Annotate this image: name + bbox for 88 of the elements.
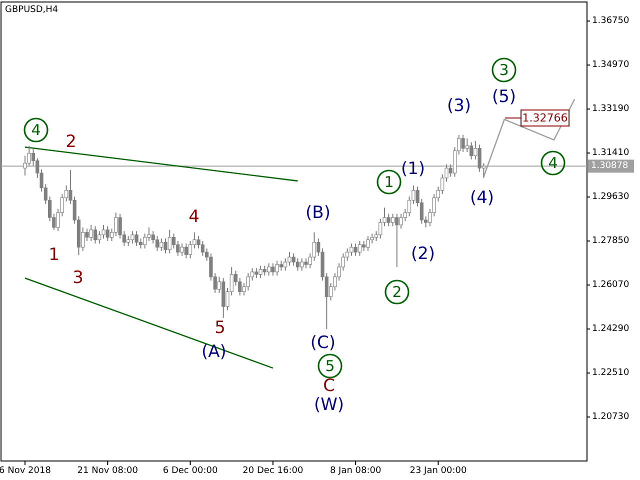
y-tick-label: 1.31410 <box>592 148 630 158</box>
y-tick-label: 1.24290 <box>592 324 630 334</box>
candlestick <box>130 230 134 244</box>
annotation: 5 <box>214 318 226 338</box>
x-tick-label: 21 Nov 08:00 <box>77 466 138 476</box>
x-tick-label: 6 Dec 00:00 <box>162 466 218 476</box>
candlestick <box>89 224 93 242</box>
y-tick-label: 1.33190 <box>592 104 630 114</box>
candlestick <box>160 238 164 252</box>
annotation: 4 <box>31 121 41 139</box>
candlestick <box>304 258 308 269</box>
candlestick <box>134 230 138 246</box>
x-tick-label: 8 Jan 08:00 <box>330 466 382 476</box>
candlestick <box>93 226 98 244</box>
candlestick <box>168 229 172 254</box>
candlestick <box>254 268 258 279</box>
candlestick <box>370 233 374 244</box>
candlestick <box>386 213 390 227</box>
candlestick <box>102 224 106 240</box>
candlestick <box>461 134 465 153</box>
annotation: 1 <box>384 173 394 191</box>
y-tick-label: 1.34970 <box>592 60 630 70</box>
candlestick <box>126 236 130 246</box>
candlestick <box>279 260 284 272</box>
annotation: (4) <box>470 188 494 208</box>
candlestick <box>358 240 362 256</box>
y-tick-label: 1.26070 <box>592 280 630 290</box>
candlestick <box>267 262 271 276</box>
candlestick <box>378 218 382 240</box>
candlestick <box>106 226 110 242</box>
y-tick-label: 1.36750 <box>592 16 630 26</box>
x-tick-label: 6 Nov 2018 <box>0 466 52 476</box>
candlestick <box>312 232 316 262</box>
candlestick <box>399 213 403 230</box>
annotation: 2 <box>392 283 402 301</box>
candlestick <box>164 238 168 254</box>
candlestick <box>362 240 366 252</box>
annotation: (1) <box>400 159 426 179</box>
candlestick <box>354 242 358 256</box>
candlestick <box>98 230 102 244</box>
candlestick <box>284 258 288 272</box>
candlestick <box>395 213 399 268</box>
annotation: 2 <box>66 132 76 152</box>
annotation: 3 <box>72 268 84 288</box>
y-tick-label: 1.27850 <box>592 236 630 246</box>
annotation: (B) <box>306 203 330 223</box>
candlestick <box>184 242 188 259</box>
candlestick <box>138 238 143 249</box>
y-tick-label: 1.29630 <box>592 192 630 202</box>
candlestick <box>143 233 147 249</box>
annotation: (3) <box>446 96 472 116</box>
annotation: (5) <box>492 87 516 107</box>
x-tick-label: 23 Jan 00:00 <box>410 466 467 476</box>
candlestick <box>469 142 474 160</box>
candlestick <box>114 212 118 237</box>
candlestick <box>180 242 184 256</box>
annotation: 4 <box>188 207 200 227</box>
y-tick-label: 1.20730 <box>592 412 630 422</box>
candlestick <box>172 233 176 249</box>
x-tick-label: 20 Dec 16:00 <box>242 466 304 476</box>
candlestick <box>296 258 300 272</box>
annotation: (2) <box>410 244 436 264</box>
candlestick <box>200 240 204 256</box>
candlestick <box>288 252 292 266</box>
annotation: (C) <box>310 333 336 353</box>
candlestick <box>271 262 275 276</box>
annotation: C <box>323 376 335 396</box>
candlestick <box>188 240 192 259</box>
ref-line-label: 1.30878 <box>591 161 628 172</box>
candlestick <box>262 265 266 276</box>
y-tick-label: 1.22510 <box>592 368 630 378</box>
candlestick <box>258 265 262 279</box>
chart-title: GBPUSD,H4 <box>5 5 58 15</box>
candlestick <box>390 213 395 227</box>
annotation: (W) <box>314 395 344 415</box>
annotation: 4 <box>548 154 558 172</box>
candlestick <box>246 272 250 291</box>
candlestick <box>465 138 469 153</box>
annotation: 3 <box>499 61 509 79</box>
annotation: (A) <box>202 342 226 362</box>
candlestick <box>27 145 31 166</box>
candlestick <box>300 258 304 272</box>
annotation: 1 <box>48 245 60 265</box>
candlestick <box>275 260 279 276</box>
candlestick <box>366 236 370 252</box>
candlestick <box>155 236 160 252</box>
candlestick <box>292 252 296 266</box>
annotation: 5 <box>325 357 335 375</box>
